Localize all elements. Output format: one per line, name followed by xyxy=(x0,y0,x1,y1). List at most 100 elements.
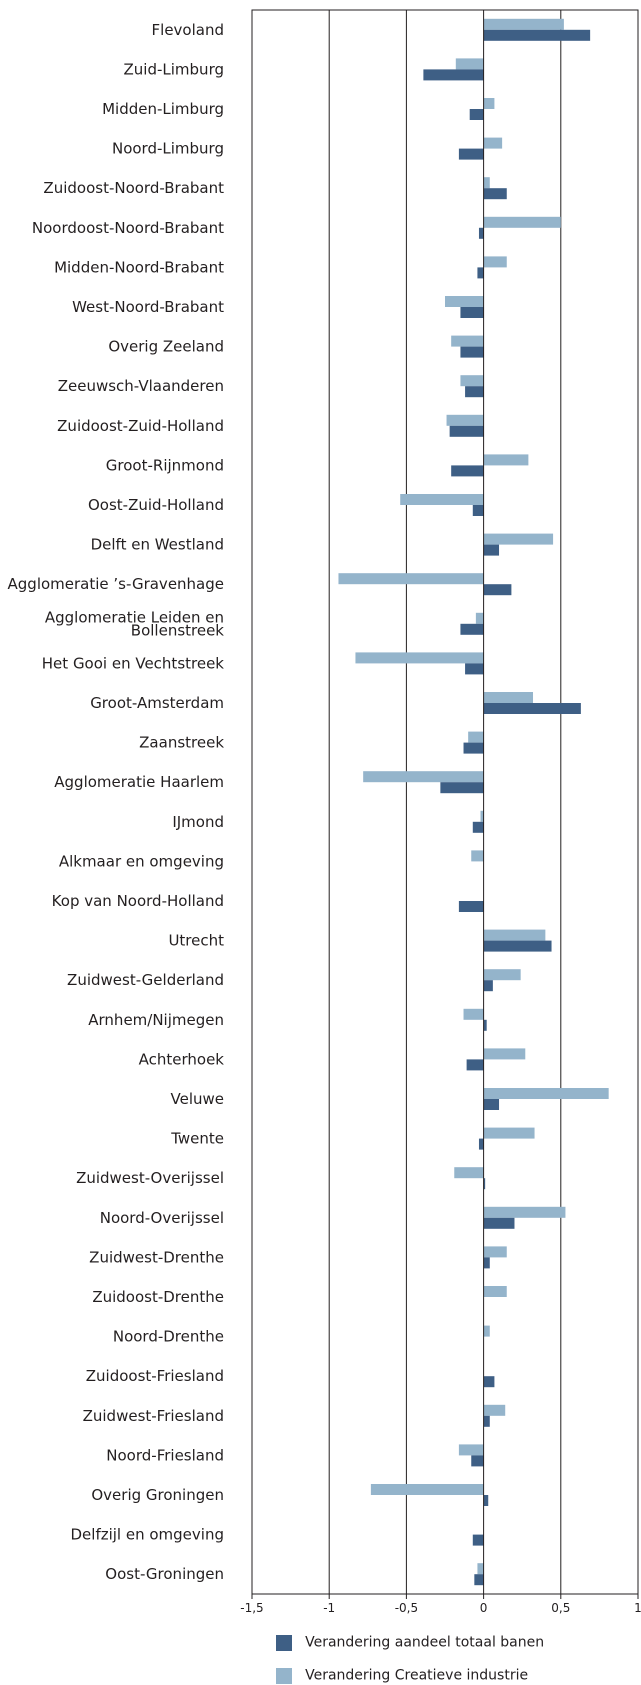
bar-creatieve-8 xyxy=(451,335,484,347)
legend-swatch-total-jobs xyxy=(276,1634,292,1651)
bar-totaal-8 xyxy=(460,346,484,358)
legend-item-total-jobs: Verandering aandeel totaal banen xyxy=(276,1632,544,1652)
bar-creatieve-11 xyxy=(483,454,529,466)
x-tick-label-4: 0,5 xyxy=(551,1601,570,1615)
category-label-line: Zaanstreek xyxy=(139,734,224,752)
category-label-line: Delft en Westland xyxy=(91,536,224,554)
category-label-line: Kop van Noord-Holland xyxy=(52,892,224,910)
bar-totaal-6 xyxy=(477,267,484,279)
bar-totaal-27 xyxy=(483,1099,500,1110)
bar-totaal-38 xyxy=(472,1534,484,1546)
bar-totaal-2 xyxy=(469,109,484,120)
bar-creatieve-35 xyxy=(483,1404,506,1416)
category-label-31: Zuidwest-Drenthe xyxy=(89,1248,224,1266)
bar-creatieve-32 xyxy=(483,1286,507,1297)
category-label-line: Overig Groningen xyxy=(91,1486,224,1504)
category-label-36: Noord-Friesland xyxy=(106,1446,224,1464)
category-label-line: Delfzijl en omgeving xyxy=(71,1526,225,1544)
category-label-line: Groot-Rijnmond xyxy=(106,456,224,474)
category-label-line: Overig Zeeland xyxy=(108,338,224,356)
category-label-7: West-Noord-Brabant xyxy=(72,298,224,316)
bar-totaal-20 xyxy=(472,821,484,833)
bar-creatieve-37 xyxy=(370,1484,484,1495)
category-label-24: Zuidwest-Gelderland xyxy=(67,971,224,989)
x-tick-label-2: -0,5 xyxy=(395,1601,418,1615)
category-label-line: Noord-Friesland xyxy=(106,1446,224,1464)
category-label-line: Noordoost-Noord-Brabant xyxy=(32,219,224,237)
category-label-line: Het Gooi en Vechtstreek xyxy=(42,654,225,672)
bar-totaal-15 xyxy=(460,623,484,635)
bar-creatieve-14 xyxy=(338,573,484,585)
category-label-line: Noord-Overijssel xyxy=(100,1209,224,1227)
bar-totaal-34 xyxy=(483,1376,495,1388)
category-label-37: Overig Groningen xyxy=(91,1486,224,1504)
category-label-26: Achterhoek xyxy=(139,1050,225,1068)
category-label-18: Zaanstreek xyxy=(139,734,224,752)
bar-totaal-11 xyxy=(451,465,484,477)
category-label-35: Zuidwest-Friesland xyxy=(83,1407,224,1425)
bar-totaal-1 xyxy=(423,69,484,81)
category-label-4: Zuidoost-Noord-Brabant xyxy=(43,179,224,197)
bar-totaal-35 xyxy=(483,1415,490,1427)
category-label-15: Agglomeratie Leiden en Bollenstreek xyxy=(45,608,224,639)
legend-swatch-creative xyxy=(276,1667,292,1684)
bar-totaal-30 xyxy=(483,1217,515,1229)
legend-item-creative: Verandering Creatieve industrie xyxy=(276,1665,544,1685)
category-label-line: Zuidwest-Gelderland xyxy=(67,971,224,989)
category-label-line: Veluwe xyxy=(171,1090,225,1108)
category-label-23: Utrecht xyxy=(168,932,224,950)
category-label-13: Delft en Westland xyxy=(91,536,224,554)
bar-creatieve-28 xyxy=(483,1127,535,1139)
category-label-line: Agglomeratie Leiden en xyxy=(45,608,224,626)
category-label-30: Noord-Overijssel xyxy=(100,1209,224,1227)
category-label-11: Groot-Rijnmond xyxy=(106,456,224,474)
category-label-line: Zeeuwsch-Vlaanderen xyxy=(58,377,224,395)
bar-creatieve-6 xyxy=(483,256,507,268)
bar-totaal-22 xyxy=(458,901,484,912)
category-label-28: Twente xyxy=(170,1130,224,1148)
category-label-5: Noordoost-Noord-Brabant xyxy=(32,219,224,237)
category-label-line: Zuidoost-Drenthe xyxy=(92,1288,224,1306)
bar-creatieve-0 xyxy=(483,18,564,30)
category-label-line: Zuidoost-Zuid-Holland xyxy=(57,417,224,435)
bar-creatieve-10 xyxy=(446,414,484,426)
category-label-12: Oost-Zuid-Holland xyxy=(88,496,224,514)
bar-creatieve-39 xyxy=(477,1563,484,1575)
category-label-2: Midden-Limburg xyxy=(102,100,224,118)
bar-creatieve-33 xyxy=(483,1325,490,1337)
category-label-line: Flevoland xyxy=(152,21,224,39)
bar-totaal-19 xyxy=(440,782,484,794)
category-label-38: Delfzijl en omgeving xyxy=(71,1526,225,1544)
category-label-line: Zuidwest-Drenthe xyxy=(89,1248,224,1266)
category-label-line: Bollenstreek xyxy=(131,621,225,639)
bar-creatieve-23 xyxy=(483,929,546,941)
bar-totaal-17 xyxy=(483,703,581,714)
bar-creatieve-29 xyxy=(454,1167,484,1179)
bar-totaal-0 xyxy=(483,29,591,41)
bar-totaal-16 xyxy=(465,663,484,675)
bar-totaal-23 xyxy=(483,940,552,952)
bar-creatieve-21 xyxy=(471,850,484,862)
bar-totaal-28 xyxy=(478,1138,484,1150)
bar-totaal-25 xyxy=(483,1019,487,1031)
bar-creatieve-16 xyxy=(355,652,484,664)
bar-creatieve-4 xyxy=(483,177,490,189)
category-label-line: Zuidwest-Overijssel xyxy=(76,1169,224,1187)
category-label-39: Oost-Groningen xyxy=(105,1565,224,1583)
category-label-16: Het Gooi en Vechtstreek xyxy=(42,654,225,672)
category-label-line: Agglomeratie ’s-Gravenhage xyxy=(8,575,224,593)
category-label-29: Zuidwest-Overijssel xyxy=(76,1169,224,1187)
bar-creatieve-9 xyxy=(460,375,484,387)
bar-totaal-29 xyxy=(483,1178,486,1190)
category-label-line: Midden-Limburg xyxy=(102,100,224,118)
category-label-22: Kop van Noord-Holland xyxy=(52,892,224,910)
bar-totaal-5 xyxy=(478,227,484,239)
bar-totaal-14 xyxy=(483,584,512,596)
bar-creatieve-30 xyxy=(483,1206,566,1218)
bar-totaal-3 xyxy=(458,148,484,160)
bar-creatieve-1 xyxy=(455,58,484,70)
category-label-17: Groot-Amsterdam xyxy=(90,694,224,712)
category-label-line: Noord-Limburg xyxy=(112,140,224,158)
category-label-line: Alkmaar en omgeving xyxy=(59,852,224,870)
bar-creatieve-13 xyxy=(483,533,554,545)
